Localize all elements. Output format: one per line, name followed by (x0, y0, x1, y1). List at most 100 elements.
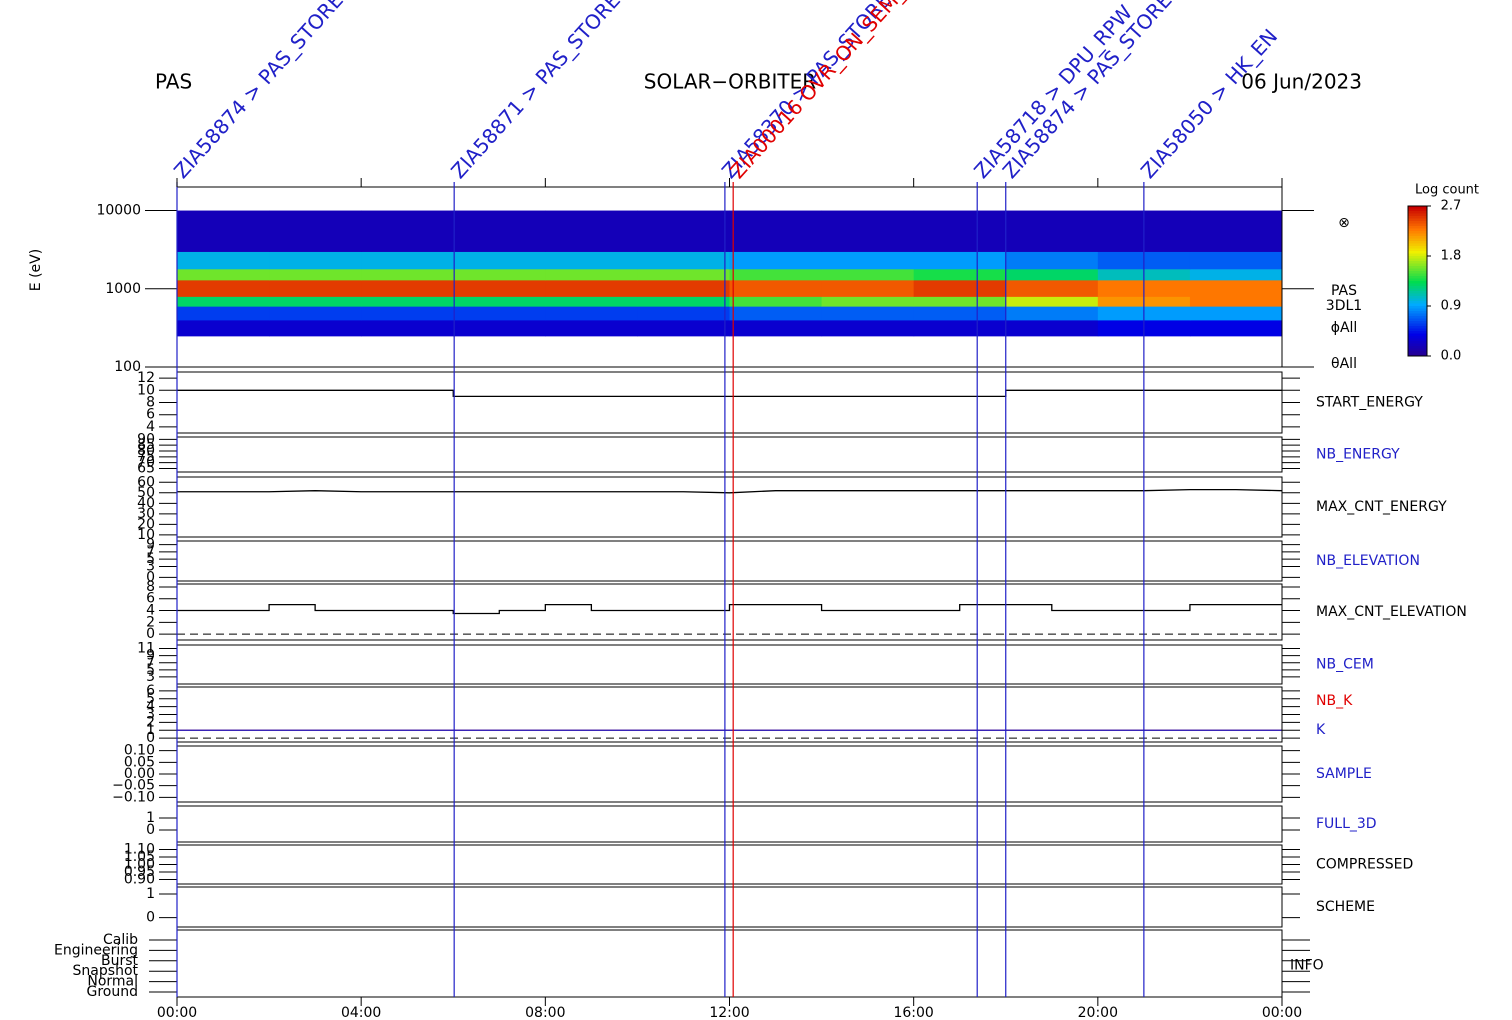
colorbar-segment (1408, 253, 1427, 257)
panel-label: SAMPLE (1316, 766, 1372, 782)
heatmap-cell (913, 306, 1007, 321)
heatmap-cell (729, 306, 823, 321)
y-tick-label: 100 (114, 359, 141, 375)
heatmap-cell (1189, 306, 1283, 321)
colorbar-segment (1408, 281, 1427, 284)
heatmap-cell (453, 251, 546, 270)
y-tick-label: 10000 (96, 203, 141, 219)
y-tick-label: Snapshot (73, 963, 139, 979)
y-tick-label: 7 (146, 544, 155, 560)
heatmap-cell (269, 268, 362, 281)
panel-frame (176, 371, 1283, 434)
heatmap-cell (821, 319, 915, 337)
x-tick-label: 00:00 (157, 1005, 197, 1020)
colorbar-title: Log count (1415, 183, 1479, 198)
colorbar-segment (1408, 266, 1427, 269)
heatmap-cell (545, 279, 638, 297)
panel-frame (176, 686, 1283, 743)
colorbar-tick-label: 1.8 (1441, 249, 1462, 264)
y-tick-label: Calib (103, 932, 138, 948)
heatmap-cell (177, 268, 270, 281)
y-tick-label: 40 (137, 495, 155, 511)
y-tick-label: 75 (137, 449, 155, 465)
y-tick-label: 9 (146, 537, 155, 553)
y-tick-label: 1 (146, 810, 155, 826)
heatmap-cell (821, 296, 915, 307)
colorbar-segment (1408, 301, 1427, 304)
y-tick-label: 2 (146, 714, 155, 730)
colorbar-segment (1408, 211, 1427, 214)
y-tick-label: 0.10 (124, 743, 155, 759)
heatmap-cell (361, 306, 454, 321)
y-tick-label: 85 (137, 437, 155, 453)
heatmap-cell (729, 210, 823, 252)
heatmap-cell (729, 279, 823, 297)
colorbar-segment (1408, 241, 1427, 244)
heatmap-cell (545, 319, 638, 337)
colorbar-segment (1408, 278, 1427, 282)
colorbar-segment (1408, 283, 1427, 287)
colorbar-segment (1408, 288, 1427, 292)
colorbar-segment (1408, 231, 1427, 234)
series-label: NB_K (1316, 693, 1353, 709)
colorbar-segment (1408, 331, 1427, 334)
heatmap-cell (637, 268, 730, 281)
y-tick-label: 6 (146, 407, 155, 423)
heatmap-cell (1189, 319, 1283, 337)
heatmap-cell (821, 279, 915, 297)
y-tick-label: 3 (146, 707, 155, 723)
colorbar-segment (1408, 303, 1427, 307)
y-tick-label: 6 (146, 591, 155, 607)
colorbar-segment (1408, 276, 1427, 279)
heatmap-cell (1005, 306, 1099, 321)
x-tick-label: 04:00 (341, 1005, 381, 1020)
heatmap-cell (269, 306, 362, 321)
y-tick-label: Ground (87, 984, 139, 1000)
x-tick-label: 20:00 (1078, 1005, 1118, 1020)
y-tick-label: 20 (137, 516, 155, 532)
colorbar-tick-label: 2.7 (1441, 199, 1462, 214)
colorbar-segment (1408, 336, 1427, 339)
event-label: ZIA58871 > PAS_STORE (446, 0, 625, 183)
heatmap-cell (269, 296, 362, 307)
colorbar-segment (1408, 313, 1427, 317)
panel-label: NB_CEM (1316, 657, 1374, 673)
panel-label: INFO (1290, 958, 1324, 974)
y-axis-label: E (eV) (28, 249, 44, 291)
y-tick-label: 5 (146, 691, 155, 707)
heatmap-cell (1005, 251, 1099, 270)
heatmap-cell (637, 296, 730, 307)
heatmap-cell (913, 268, 1007, 281)
colorbar-segment (1408, 258, 1427, 262)
y-tick-label: 60 (137, 474, 155, 490)
colorbar-segment (1408, 271, 1427, 274)
colorbar-frame (1407, 205, 1428, 357)
panel-frame (176, 805, 1283, 843)
heatmap-cell (1189, 251, 1283, 270)
panel-frame (176, 644, 1283, 685)
panel-frame (176, 745, 1283, 803)
heatmap-cell (361, 251, 454, 270)
y-tick-label: 2 (146, 614, 155, 630)
colorbar-segment (1408, 233, 1427, 237)
colorbar-segment (1408, 236, 1427, 239)
y-tick-label: 65 (137, 461, 155, 477)
heatmap-cell (729, 296, 823, 307)
y-tick-label: 50 (137, 485, 155, 501)
y-tick-label: 0 (146, 569, 155, 585)
heatmap-cell (453, 210, 546, 252)
y-tick-label: Burst (101, 953, 139, 969)
panel-frame (176, 929, 1283, 998)
heatmap-cell (361, 319, 454, 337)
panel-label: ϕAll (1331, 320, 1358, 336)
heatmap-cell (361, 296, 454, 307)
heatmap-cell (269, 251, 362, 270)
colorbar-segment (1408, 343, 1427, 347)
colorbar-segment (1408, 286, 1427, 289)
colorbar-segment (1408, 346, 1427, 349)
y-tick-label: 0.95 (124, 864, 155, 880)
heatmap-cell (1005, 210, 1099, 252)
colorbar-segment (1408, 291, 1427, 294)
colorbar-segment (1408, 323, 1427, 327)
y-tick-label: 90 (137, 431, 155, 447)
